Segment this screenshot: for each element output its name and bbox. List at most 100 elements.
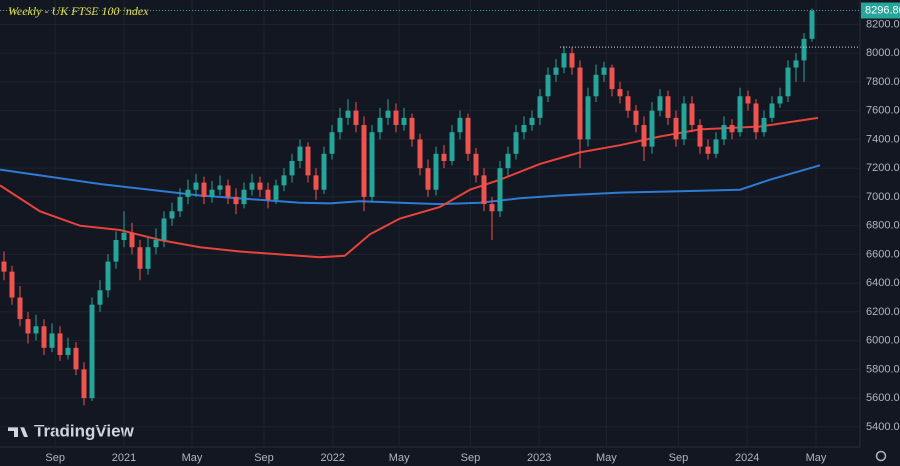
candle-body xyxy=(585,96,591,140)
candle-body xyxy=(89,304,95,399)
candle-body xyxy=(49,333,55,348)
candle-body xyxy=(577,67,583,140)
candle-body xyxy=(417,139,423,169)
y-tick-label: 6000.00 xyxy=(866,335,900,347)
x-tick-label: 2021 xyxy=(112,452,136,464)
candle-body xyxy=(289,160,295,176)
candle-body xyxy=(705,146,711,154)
y-tick-label: 7400.00 xyxy=(866,133,900,145)
candle-body xyxy=(689,103,695,126)
candle-body xyxy=(329,132,335,154)
candle-body xyxy=(1,261,7,272)
candle-body xyxy=(73,347,79,370)
y-tick-label: 5800.00 xyxy=(866,363,900,375)
settings-icon[interactable] xyxy=(875,450,887,462)
x-tick-label: Sep xyxy=(461,452,481,464)
candle-body xyxy=(777,96,783,104)
candle-body xyxy=(121,232,127,241)
candle-body xyxy=(737,96,743,133)
candle-body xyxy=(233,196,239,205)
y-tick-label: 6800.00 xyxy=(866,220,900,232)
candle-body xyxy=(521,125,527,133)
candle-body xyxy=(217,185,223,190)
candle-body xyxy=(25,319,31,334)
x-tick-label: Sep xyxy=(669,452,689,464)
y-tick-label: 7200.00 xyxy=(866,162,900,174)
candle-body xyxy=(545,74,551,97)
x-tick-label: 2022 xyxy=(321,452,345,464)
candle-body xyxy=(809,10,815,39)
candle-body xyxy=(257,182,263,190)
candle-body xyxy=(337,117,343,133)
candle-body xyxy=(761,117,767,133)
candle-body xyxy=(497,168,503,212)
candle-body xyxy=(649,110,655,147)
candle-body xyxy=(529,117,535,126)
last-price-box xyxy=(861,2,900,19)
x-tick-label: May xyxy=(806,452,827,464)
candle-body xyxy=(249,182,255,190)
candle-body xyxy=(169,211,175,219)
candle-body xyxy=(553,67,559,75)
plot xyxy=(0,0,860,447)
candle-body xyxy=(129,232,135,248)
candle-body xyxy=(537,96,543,118)
candle-body xyxy=(425,168,431,190)
candle-body xyxy=(57,333,63,356)
candle-body xyxy=(401,117,407,126)
candle-body xyxy=(377,117,383,133)
candle-body xyxy=(241,189,247,205)
y-tick-label: 5400.00 xyxy=(866,421,900,433)
candle-body xyxy=(153,240,159,248)
moving-average-line xyxy=(0,116,819,259)
x-tick-label: Sep xyxy=(254,452,274,464)
candle-body xyxy=(313,175,319,190)
candle-body xyxy=(353,110,359,126)
candle-body xyxy=(273,185,279,200)
candle-body xyxy=(617,89,623,97)
candle-body xyxy=(465,117,471,154)
candle-body xyxy=(385,110,391,118)
y-tick-label: 7600.00 xyxy=(866,105,900,117)
candle-body xyxy=(81,369,87,399)
candle-body xyxy=(769,103,775,118)
candle-body xyxy=(409,117,415,140)
candle-body xyxy=(361,125,367,197)
candle-body xyxy=(561,53,567,68)
moving-average-line xyxy=(0,164,821,206)
x-tick-label: May xyxy=(596,452,617,464)
candle-body xyxy=(137,247,143,269)
candle-body xyxy=(9,271,15,298)
candle-body xyxy=(209,189,215,197)
candle-body xyxy=(177,196,183,212)
gear[interactable] xyxy=(875,450,887,462)
logo-icon xyxy=(8,427,28,437)
candle-body xyxy=(297,146,303,161)
candle-body xyxy=(265,189,271,200)
candle-body xyxy=(481,175,487,205)
y-tick-label: 6400.00 xyxy=(866,277,900,289)
candle-body xyxy=(193,182,199,190)
candle-body xyxy=(641,125,647,147)
candle-body xyxy=(201,182,207,197)
watermark: TradingView xyxy=(34,421,135,440)
candle-body xyxy=(65,347,71,356)
candle-body xyxy=(609,67,615,90)
x-tick-label: 2024 xyxy=(735,452,759,464)
candle-body xyxy=(321,153,327,190)
y-tick-label: 7800.00 xyxy=(866,76,900,88)
candle-body xyxy=(449,132,455,161)
x-tick-label: Sep xyxy=(45,452,65,464)
y-tick-label: 5600.00 xyxy=(866,392,900,404)
candle-body xyxy=(593,74,599,97)
candle-body xyxy=(657,96,663,111)
candle-body xyxy=(113,240,119,262)
x-tick-label: May xyxy=(389,452,410,464)
candle-body xyxy=(97,290,103,305)
candle-body xyxy=(793,60,799,68)
candle-body xyxy=(41,326,47,348)
candle-body xyxy=(513,132,519,154)
x-tick-label: 2023 xyxy=(527,452,551,464)
